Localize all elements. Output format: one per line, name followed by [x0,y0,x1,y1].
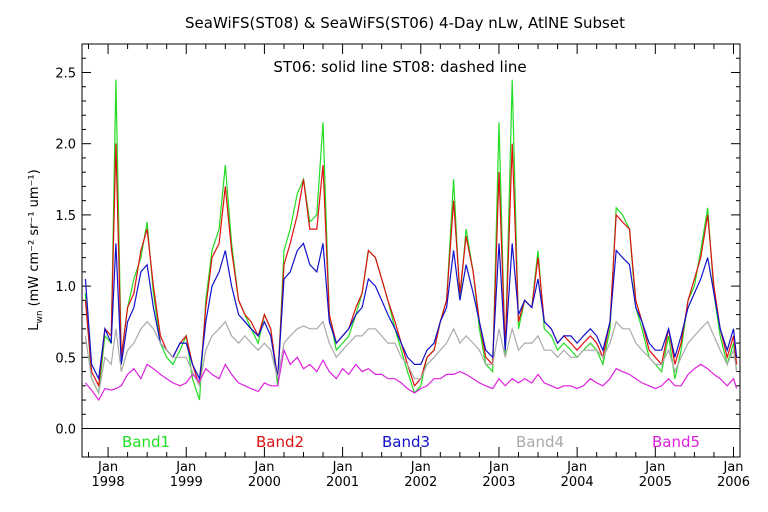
y-axis-label: Lwn (mW cm⁻² sr⁻¹ um⁻¹) [27,169,45,330]
legend-band2: Band2 [256,433,304,451]
legend-band4: Band4 [516,433,564,451]
chart-title: SeaWiFS(ST08) & SeaWiFS(ST06) 4-Day nLw,… [185,14,625,32]
x-tick-year: 2003 [482,475,515,490]
x-tick-month: Jan [175,460,196,475]
series-band1 [84,79,738,401]
legend-band1: Band1 [122,433,170,451]
plot-frame [81,43,741,458]
x-tick-year: 2001 [326,475,359,490]
series-band2 [84,143,738,388]
legend-band5: Band5 [652,433,700,451]
x-tick-month: Jan [488,460,509,475]
x-tick-month: Jan [644,460,665,475]
y-tick-label: 2.0 [55,138,76,153]
x-axis: Jan1998Jan1999Jan2000Jan2001Jan2002Jan20… [88,44,750,490]
x-tick-month: Jan [566,460,587,475]
x-tick-year: 1998 [92,475,125,490]
y-tick-label: 1.5 [55,209,76,224]
legend: Band1 Band2 Band3 Band4 Band5 [122,433,700,451]
ylabel-subscript: wn [35,310,45,323]
ylabel-symbol: L [27,323,42,331]
x-tick-year: 2005 [639,475,672,490]
series-layer [84,79,738,402]
x-tick-year: 1999 [170,475,203,490]
svg-text:Lwn(mW cm⁻² sr⁻¹ um⁻¹): Lwn (mW cm⁻² sr⁻¹ um⁻¹) [27,169,45,330]
y-tick-label: 2.5 [55,66,76,81]
x-tick-year: 2004 [561,475,594,490]
x-tick-year: 2002 [404,475,437,490]
series-band3 [84,242,738,381]
x-tick-month: Jan [722,460,743,475]
x-tick-month: Jan [253,460,274,475]
x-tick-month: Jan [332,460,353,475]
y-tick-label: 0.0 [55,423,76,438]
ylabel-units: (mW cm⁻² sr⁻¹ um⁻¹) [27,169,42,306]
y-tick-label: 1.0 [55,280,76,295]
y-tick-label: 0.5 [55,351,76,366]
x-tick-month: Jan [410,460,431,475]
x-tick-month: Jan [97,460,118,475]
y-axis: 0.0 0.5 1.0 1.5 2.0 2.5 [55,57,740,438]
series-band5 [84,348,738,402]
legend-band3: Band3 [382,433,430,451]
series-band4 [84,320,738,395]
line-style-annotation: ST06: solid line ST08: dashed line [273,58,526,76]
x-tick-year: 2006 [717,475,750,490]
x-tick-year: 2000 [248,475,281,490]
